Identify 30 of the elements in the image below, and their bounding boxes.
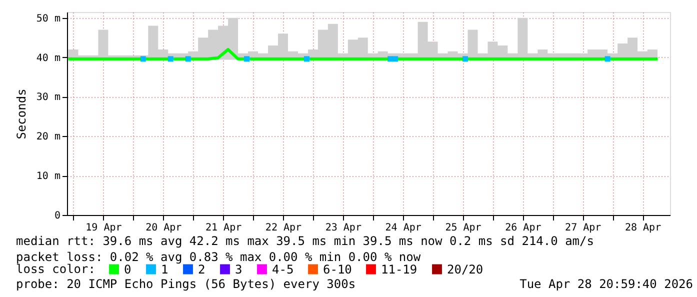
y-tick-label: 30 m — [36, 92, 60, 104]
y-tick-label: 20 m — [36, 132, 60, 143]
x-tick-label: 20 Apr — [146, 222, 182, 234]
y-tick-label: 40 m — [36, 52, 60, 64]
y-tick-label: 50 m — [36, 13, 60, 24]
legend-label: 4-5 — [272, 262, 294, 276]
legend-label: 20/20 — [447, 262, 484, 276]
text: Tue Apr 28 20:59:40 2026 — [520, 277, 693, 291]
legend-title: loss color: — [16, 262, 96, 276]
text: packet loss: 0.02 % avg 0.83 % max 0.00 % min 0.00 % now — [16, 250, 422, 264]
legend-label: 3 — [235, 262, 242, 276]
y-tick-label: 0 — [54, 210, 60, 222]
x-tick-label: 28 Apr — [624, 222, 662, 234]
text: median rtt: 39.6 ms avg 42.2 ms max 39.5 ms min 39.5 ms now 0.2 ms sd 214.0 am/s — [16, 234, 594, 248]
y-axis-title: Seconds — [14, 88, 28, 140]
x-tick-label: 25 Apr — [445, 222, 482, 234]
legend-label: 6-10 — [323, 262, 352, 276]
x-tick-label: 23 Apr — [325, 222, 362, 234]
x-tick-label: 22 Apr — [265, 222, 302, 234]
x-tick-label: 19 Apr — [86, 222, 122, 234]
x-tick-label: 27 Apr — [565, 222, 602, 234]
text: probe: 20 ICMP Echo Pings (56 Bytes) every 300s — [16, 277, 356, 291]
legend-label: 0 — [124, 262, 132, 276]
legend-label: 1 — [161, 262, 168, 276]
x-tick-label: 21 Apr — [205, 222, 242, 234]
y-tick-label: 10 m — [36, 171, 60, 182]
x-tick-label: 26 Apr — [505, 222, 542, 234]
x-tick-label: 24 Apr — [385, 222, 422, 234]
legend-label: 11-19 — [381, 262, 418, 276]
legend-label: 2 — [198, 262, 206, 276]
